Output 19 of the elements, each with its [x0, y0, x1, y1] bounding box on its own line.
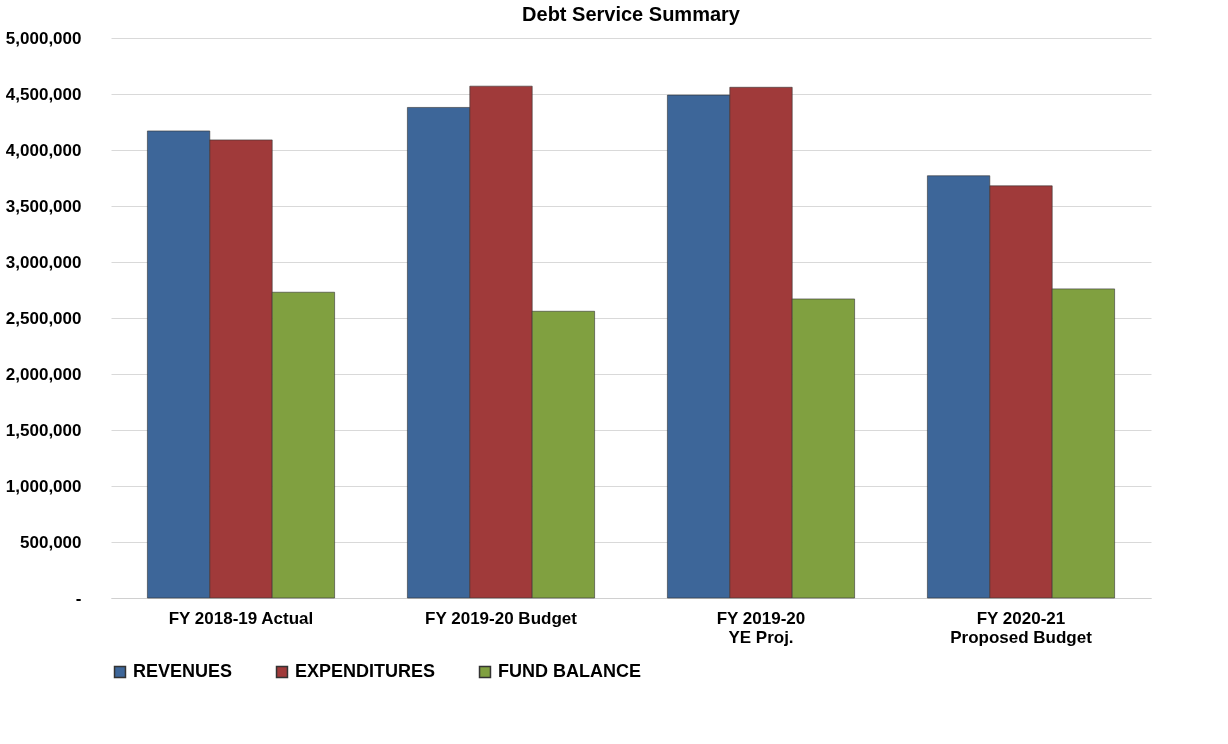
y-tick-label: 4,500,000 [5, 84, 82, 104]
y-tick-label: 1,000,000 [5, 476, 82, 496]
legend-label: FUND BALANCE [498, 661, 641, 681]
y-tick-label: 2,500,000 [5, 308, 82, 328]
chart-title: Debt Service Summary [522, 3, 741, 25]
y-tick-label: 4,000,000 [5, 140, 82, 160]
x-tick-label: FY 2019-20 Budget [425, 608, 578, 628]
y-tick-label: 500,000 [20, 532, 82, 552]
y-tick-label: 5,000,000 [5, 28, 82, 48]
y-tick-label: - [75, 588, 82, 608]
legend-label: REVENUES [133, 661, 233, 681]
y-tick-label: 2,000,000 [5, 364, 82, 384]
y-tick-label: 1,500,000 [5, 420, 82, 440]
y-tick-label: 3,500,000 [5, 196, 82, 216]
legend-label: EXPENDITURES [295, 661, 436, 681]
y-tick-label: 3,000,000 [5, 252, 82, 272]
x-tick-label: FY 2019-20 YE Proj. [716, 608, 806, 647]
x-tick-label: FY 2018-19 Actual [168, 608, 314, 628]
x-tick-label: FY 2020-21 Proposed Budget [950, 608, 1093, 647]
